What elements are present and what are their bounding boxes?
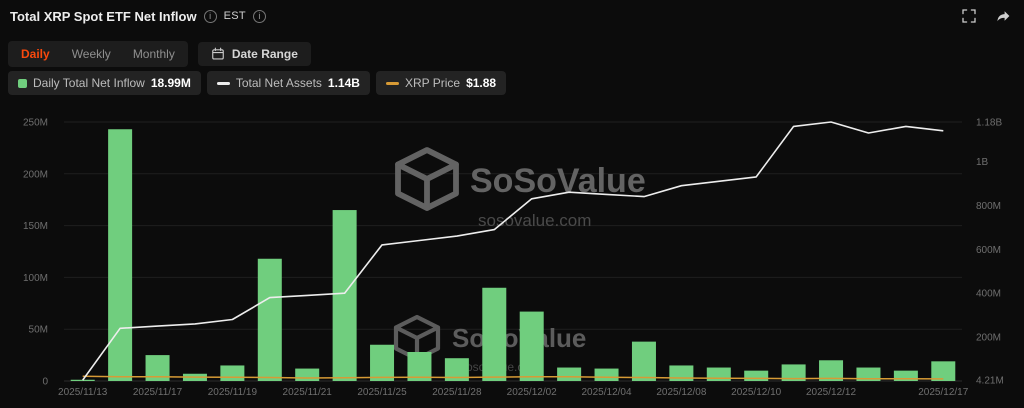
inflow-chart[interactable]: 0 50M 100M 150M 200M 250M 4.21M 200M 400M 600M 800… bbox=[0, 105, 1024, 408]
svg-text:2025/11/25: 2025/11/25 bbox=[357, 387, 407, 398]
svg-text:150M: 150M bbox=[23, 221, 48, 232]
tab-monthly[interactable]: Monthly bbox=[122, 43, 186, 65]
svg-text:sosovalue.com: sosovalue.com bbox=[478, 211, 591, 230]
toolbar: Daily Weekly Monthly Date Range bbox=[8, 41, 311, 67]
legend-value: 1.14B bbox=[327, 76, 360, 90]
info-icon[interactable] bbox=[203, 9, 217, 23]
interval-tabs: Daily Weekly Monthly bbox=[8, 41, 188, 67]
net-assets-line[interactable] bbox=[82, 121, 944, 381]
svg-text:200M: 200M bbox=[976, 333, 1001, 344]
x-axis-labels: 2025/11/13 2025/11/17 2025/11/19 2025/11/21… bbox=[58, 387, 969, 398]
share-icon[interactable] bbox=[994, 7, 1012, 25]
inflow-bars-series[interactable] bbox=[70, 129, 956, 381]
header: Total XRP Spot ETF Net Inflow EST bbox=[10, 7, 1012, 25]
svg-text:2025/12/08: 2025/12/08 bbox=[656, 387, 706, 398]
svg-text:800M: 800M bbox=[976, 201, 1001, 212]
page-title: Total XRP Spot ETF Net Inflow bbox=[10, 8, 197, 24]
fullscreen-icon[interactable] bbox=[960, 7, 978, 25]
svg-text:200M: 200M bbox=[23, 169, 48, 180]
right-axis: 4.21M 200M 400M 600M 800M 1B 1.18B bbox=[976, 118, 1004, 387]
line-marker-icon bbox=[216, 81, 230, 85]
legend-item[interactable]: Daily Total Net Inflow 18.99M bbox=[8, 71, 201, 95]
svg-text:2025/12/12: 2025/12/12 bbox=[806, 387, 856, 398]
tab-daily[interactable]: Daily bbox=[10, 43, 61, 65]
tab-weekly[interactable]: Weekly bbox=[61, 43, 122, 65]
svg-text:2025/11/17: 2025/11/17 bbox=[133, 387, 183, 398]
info-icon[interactable] bbox=[252, 9, 266, 23]
gridlines: 0 50M 100M 150M 200M 250M bbox=[23, 118, 962, 388]
svg-text:SoSoValue: SoSoValue bbox=[452, 323, 586, 353]
timezone-label: EST bbox=[223, 10, 246, 22]
svg-text:1.18B: 1.18B bbox=[976, 118, 1002, 129]
svg-text:1B: 1B bbox=[976, 157, 989, 168]
svg-text:2025/12/17: 2025/12/17 bbox=[918, 387, 968, 398]
svg-text:4.21M: 4.21M bbox=[976, 376, 1004, 387]
header-actions bbox=[960, 7, 1012, 25]
svg-text:2025/12/04: 2025/12/04 bbox=[582, 387, 632, 398]
legend: Daily Total Net Inflow 18.99M Total Net As… bbox=[8, 71, 507, 95]
legend-value: 18.99M bbox=[150, 76, 191, 90]
svg-text:2025/12/02: 2025/12/02 bbox=[507, 387, 557, 398]
date-range-button[interactable]: Date Range bbox=[197, 42, 311, 66]
bar-marker-icon bbox=[18, 78, 27, 88]
svg-text:50M: 50M bbox=[29, 325, 48, 336]
title-group: Total XRP Spot ETF Net Inflow EST bbox=[10, 9, 266, 24]
line-marker-icon bbox=[385, 81, 399, 85]
legend-item[interactable]: Total Net Assets 1.14B bbox=[206, 71, 370, 95]
svg-text:2025/11/28: 2025/11/28 bbox=[432, 387, 482, 398]
chart-area: 0 50M 100M 150M 200M 250M 4.21M 200M 400M 600M 800… bbox=[0, 105, 1024, 408]
svg-text:2025/11/19: 2025/11/19 bbox=[208, 387, 258, 398]
calendar-icon bbox=[212, 47, 224, 60]
legend-item[interactable]: XRP Price $1.88 bbox=[375, 71, 507, 95]
svg-text:100M: 100M bbox=[23, 273, 48, 284]
svg-text:250M: 250M bbox=[23, 118, 48, 129]
xrp-price-line[interactable] bbox=[82, 375, 944, 380]
svg-text:2025/11/21: 2025/11/21 bbox=[283, 387, 333, 398]
legend-label: XRP Price bbox=[404, 76, 461, 90]
svg-text:0: 0 bbox=[42, 377, 48, 388]
svg-text:400M: 400M bbox=[976, 289, 1001, 300]
legend-label: Daily Total Net Inflow bbox=[33, 76, 145, 90]
legend-label: Total Net Assets bbox=[235, 76, 322, 90]
date-range-label: Date Range bbox=[231, 47, 298, 61]
svg-text:2025/11/13: 2025/11/13 bbox=[58, 387, 108, 398]
legend-value: $1.88 bbox=[466, 76, 497, 90]
svg-text:2025/12/10: 2025/12/10 bbox=[731, 387, 781, 398]
svg-text:600M: 600M bbox=[976, 245, 1001, 256]
